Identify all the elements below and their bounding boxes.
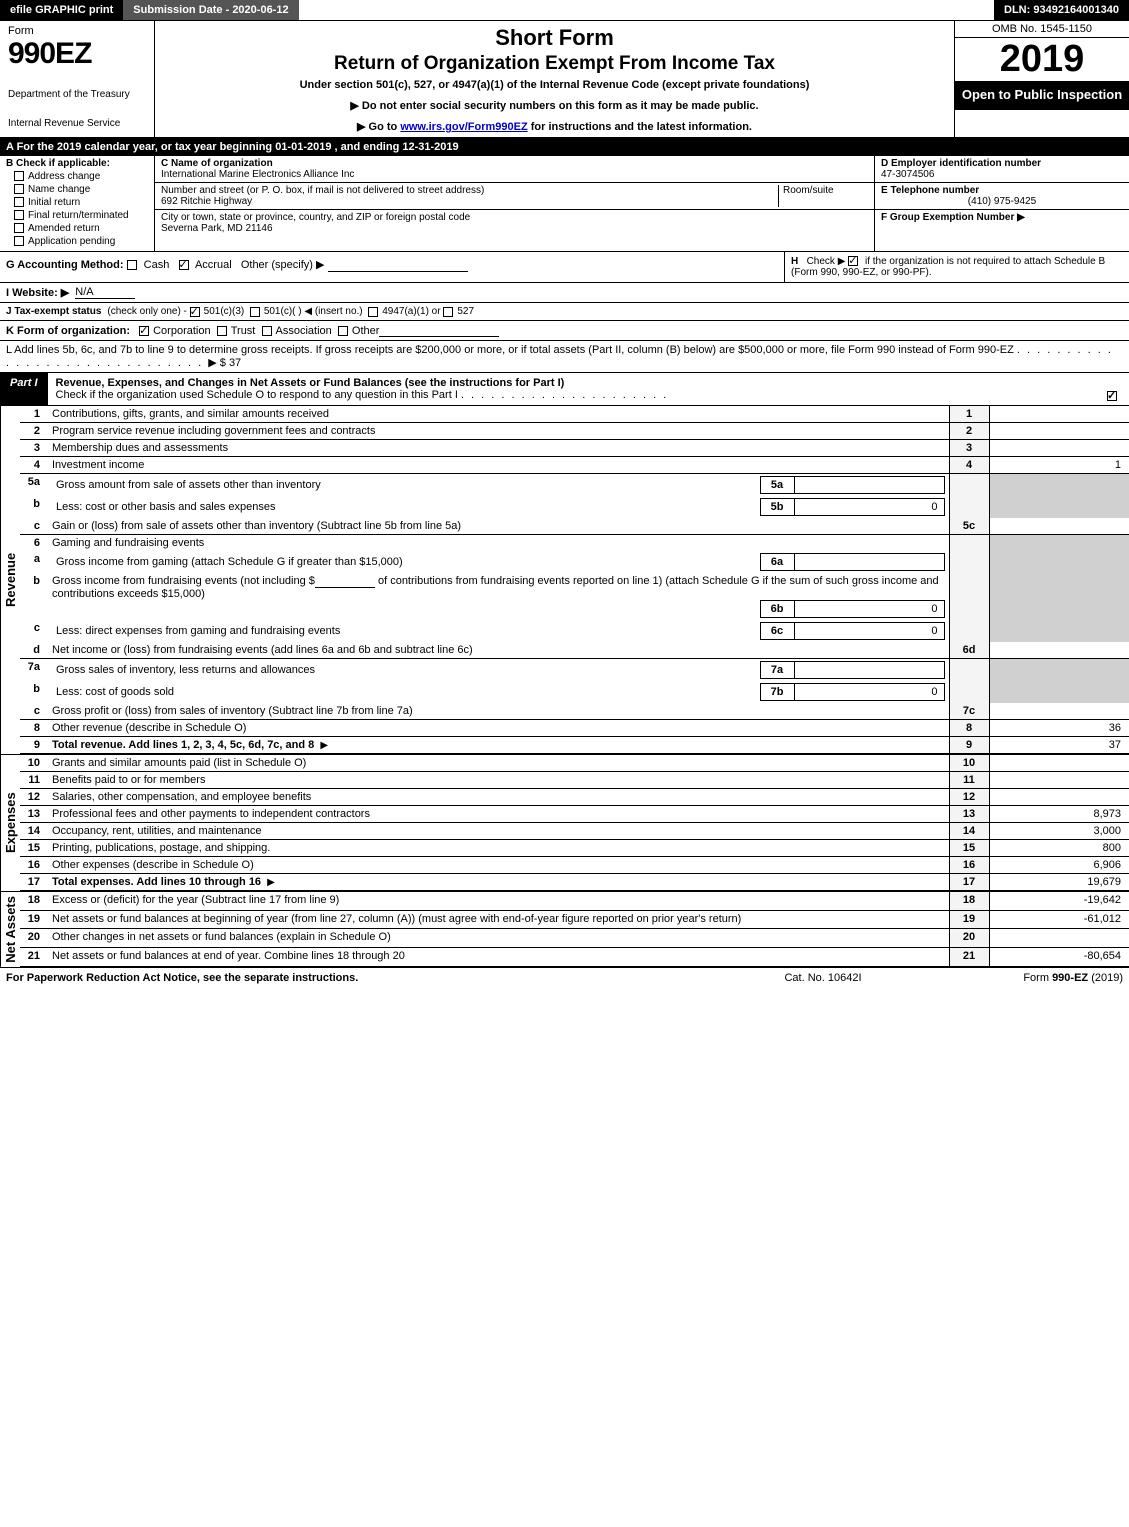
expenses-section: Expenses 10Grants and similar amounts pa…	[0, 754, 1129, 891]
revenue-section: Revenue 1Contributions, gifts, grants, a…	[0, 405, 1129, 754]
box-b-label: B Check if applicable:	[6, 158, 148, 169]
addr-value: 692 Ritchie Highway	[161, 196, 252, 207]
footer-form: Form 990-EZ (2019)	[923, 972, 1123, 984]
check-association[interactable]	[262, 326, 272, 336]
row-j: J Tax-exempt status (check only one) - 5…	[0, 303, 1129, 321]
check-corporation[interactable]	[139, 326, 149, 336]
org-name-label: C Name of organization	[161, 158, 273, 169]
open-inspection: Open to Public Inspection	[955, 81, 1129, 110]
gross-receipts: ▶ $ 37	[208, 357, 241, 369]
row-g: G Accounting Method: Cash Accrual Other …	[0, 252, 784, 282]
check-cash[interactable]	[127, 260, 137, 270]
check-accrual[interactable]	[179, 260, 189, 270]
group-exemption-label: F Group Exemption Number ▶	[881, 212, 1025, 223]
footer-paperwork: For Paperwork Reduction Act Notice, see …	[6, 972, 723, 984]
check-amended-return[interactable]	[14, 223, 24, 233]
form-header: Form 990EZ Department of the Treasury In…	[0, 21, 1129, 138]
check-other-org[interactable]	[338, 326, 348, 336]
check-schedule-b[interactable]	[848, 256, 858, 266]
info-grid: B Check if applicable: Address change Na…	[0, 156, 1129, 252]
expenses-table: 10Grants and similar amounts paid (list …	[20, 755, 1129, 891]
period-row: A For the 2019 calendar year, or tax yea…	[0, 138, 1129, 156]
phone-value: (410) 975-9425	[881, 196, 1123, 207]
page-footer: For Paperwork Reduction Act Notice, see …	[0, 967, 1129, 988]
netassets-table: 18Excess or (deficit) for the year (Subt…	[20, 892, 1129, 967]
irs-link[interactable]: www.irs.gov/Form990EZ	[400, 121, 527, 133]
part1-tag: Part I	[0, 373, 48, 405]
phone-label: E Telephone number	[881, 185, 979, 196]
check-schedule-o[interactable]	[1107, 391, 1117, 401]
row-k: K Form of organization: Corporation Trus…	[0, 321, 1129, 341]
check-527[interactable]	[443, 307, 453, 317]
box-c: C Name of organization International Mar…	[155, 156, 874, 251]
row-i: I Website: ▶ N/A	[0, 283, 1129, 303]
ein-value: 47-3074506	[881, 169, 934, 180]
room-label: Room/suite	[783, 185, 834, 196]
subtitle-ssn: ▶ Do not enter social security numbers o…	[167, 99, 942, 112]
check-application-pending[interactable]	[14, 236, 24, 246]
box-def: D Employer identification number 47-3074…	[874, 156, 1129, 251]
subtitle-goto: ▶ Go to www.irs.gov/Form990EZ for instru…	[167, 120, 942, 133]
check-4947[interactable]	[368, 307, 378, 317]
title-short-form: Short Form	[167, 25, 942, 51]
addr-label: Number and street (or P. O. box, if mail…	[161, 185, 484, 196]
check-final-return[interactable]	[14, 210, 24, 220]
city-label: City or town, state or province, country…	[161, 212, 470, 223]
dln: DLN: 93492164001340	[994, 0, 1129, 20]
row-h: H Check ▶ if the organization is not req…	[784, 252, 1129, 282]
netassets-tab: Net Assets	[0, 892, 20, 967]
netassets-section: Net Assets 18Excess or (deficit) for the…	[0, 891, 1129, 967]
tax-year: 2019	[955, 38, 1129, 81]
dept-treasury: Department of the Treasury	[8, 89, 146, 100]
part1-title: Revenue, Expenses, and Changes in Net As…	[48, 373, 1129, 405]
check-trust[interactable]	[217, 326, 227, 336]
expenses-tab: Expenses	[0, 755, 20, 891]
check-initial-return[interactable]	[14, 197, 24, 207]
website-value: N/A	[75, 286, 135, 299]
check-name-change[interactable]	[14, 184, 24, 194]
row-l: L Add lines 5b, 6c, and 7b to line 9 to …	[0, 341, 1129, 373]
form-number: 990EZ	[8, 37, 146, 71]
revenue-tab: Revenue	[0, 406, 20, 754]
check-501c3[interactable]	[190, 307, 200, 317]
topbar: efile GRAPHIC print Submission Date - 20…	[0, 0, 1129, 21]
ein-label: D Employer identification number	[881, 158, 1041, 169]
submission-date: Submission Date - 2020-06-12	[123, 0, 298, 20]
check-501c[interactable]	[250, 307, 260, 317]
footer-catno: Cat. No. 10642I	[723, 972, 923, 984]
city-value: Severna Park, MD 21146	[161, 223, 273, 234]
header-center: Short Form Return of Organization Exempt…	[155, 21, 954, 137]
dept-irs: Internal Revenue Service	[8, 118, 146, 129]
part1-header: Part I Revenue, Expenses, and Changes in…	[0, 373, 1129, 405]
box-b: B Check if applicable: Address change Na…	[0, 156, 155, 251]
header-right: OMB No. 1545-1150 2019 Open to Public In…	[954, 21, 1129, 137]
check-address-change[interactable]	[14, 171, 24, 181]
title-return: Return of Organization Exempt From Incom…	[167, 53, 942, 75]
efile-print[interactable]: efile GRAPHIC print	[0, 0, 123, 20]
org-name: International Marine Electronics Allianc…	[161, 169, 354, 180]
header-left: Form 990EZ Department of the Treasury In…	[0, 21, 155, 137]
omb-number: OMB No. 1545-1150	[955, 21, 1129, 38]
revenue-table: 1Contributions, gifts, grants, and simil…	[20, 406, 1129, 754]
form-label: Form	[8, 25, 146, 37]
subtitle-section: Under section 501(c), 527, or 4947(a)(1)…	[167, 79, 942, 91]
